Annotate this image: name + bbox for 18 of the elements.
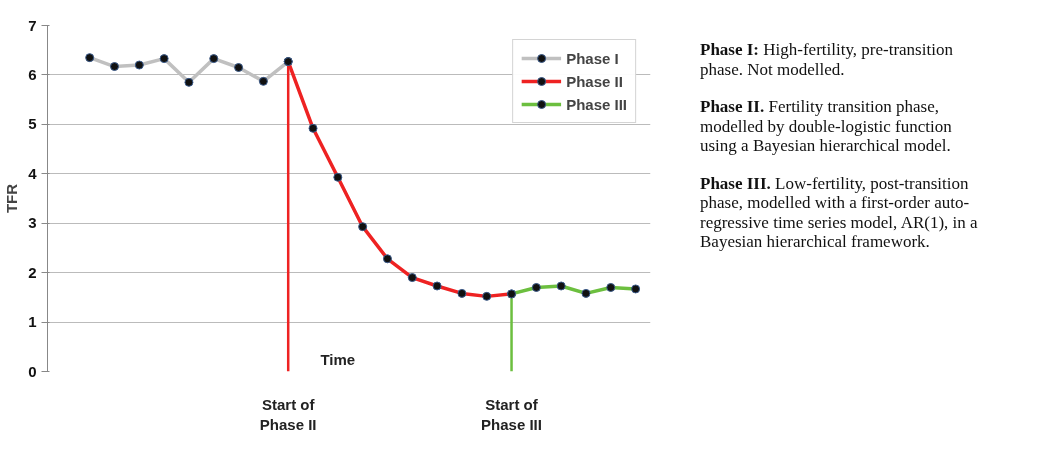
x-tick-label: Start of Phase III — [481, 395, 542, 433]
y-tick-label: 4 — [28, 164, 38, 182]
legend-label: Phase II — [566, 72, 623, 90]
text: Phase III. Low-fertility, post-transition phase, modelled with a first-order auto-regressive time series model, AR(1), in a Bayesian hierarchical framework. — [700, 173, 979, 252]
y-tick-label: 6 — [28, 65, 37, 83]
y-tick-label: 7 — [28, 16, 37, 34]
text: Phase II. Fertility transition phase, modelled by double-logistic function using a Bayesian hierarchical model. — [700, 97, 953, 156]
y-tick-label: 0 — [28, 362, 37, 380]
y-tick-label: 5 — [28, 115, 37, 133]
legend-label: Phase III — [566, 95, 627, 113]
x-axis-title: Time — [320, 350, 356, 368]
text: Phase I: High-fertility, pre-transition phase. Not modelled. — [700, 40, 954, 80]
y-tick-label: 3 — [28, 214, 37, 232]
legend-label: Phase I — [566, 49, 619, 67]
x-tick-label: Start of Phase II — [259, 395, 317, 433]
y-axis-title: TFR — [3, 183, 21, 214]
y-tick-label: 1 — [28, 313, 37, 331]
y-tick-label: 2 — [28, 263, 37, 281]
